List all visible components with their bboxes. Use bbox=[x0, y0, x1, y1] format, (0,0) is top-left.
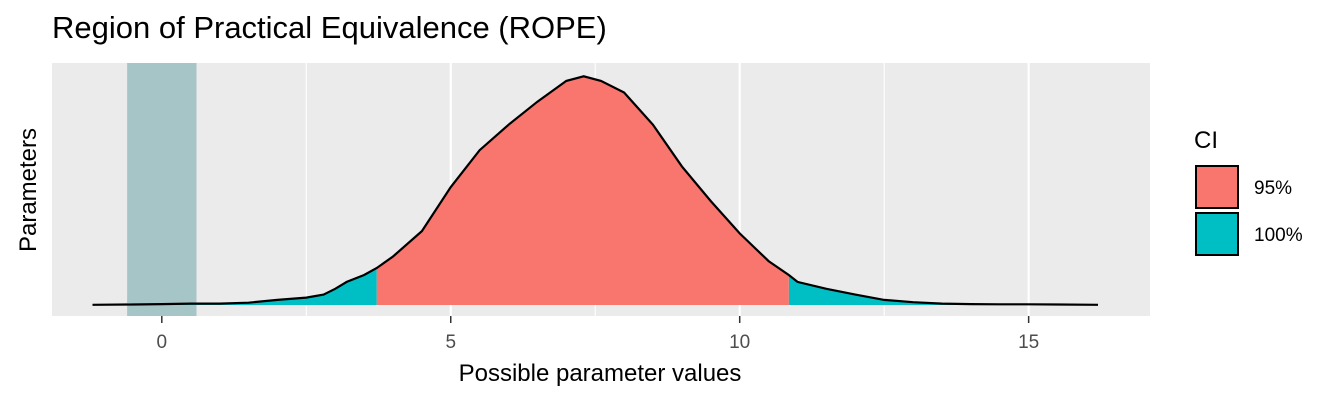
ci-95-area bbox=[376, 76, 789, 305]
x-axis-tick-labels: 0 5 10 15 bbox=[157, 332, 1040, 353]
x-tick-label: 10 bbox=[729, 332, 750, 353]
x-axis-ticks bbox=[161, 316, 1030, 323]
chart-title: Region of Practical Equivalence (ROPE) bbox=[52, 10, 607, 45]
legend-swatch-100 bbox=[1195, 212, 1239, 256]
x-axis-title: Possible parameter values bbox=[459, 360, 742, 387]
density-curve bbox=[92, 75, 1099, 306]
x-tick-label: 0 bbox=[157, 332, 168, 353]
x-tick-label: 5 bbox=[445, 332, 456, 353]
ci-100-area-left bbox=[92, 268, 377, 305]
x-tick-label: 15 bbox=[1018, 332, 1039, 353]
legend-swatch-95 bbox=[1195, 165, 1239, 209]
legend-title: CI bbox=[1194, 127, 1218, 154]
rope-band bbox=[127, 63, 197, 316]
legend: CI 95% 100% bbox=[1194, 127, 1303, 256]
y-axis-title: Parameters bbox=[15, 128, 42, 252]
legend-label-100: 100% bbox=[1254, 225, 1303, 246]
legend-label-95: 95% bbox=[1254, 178, 1292, 199]
